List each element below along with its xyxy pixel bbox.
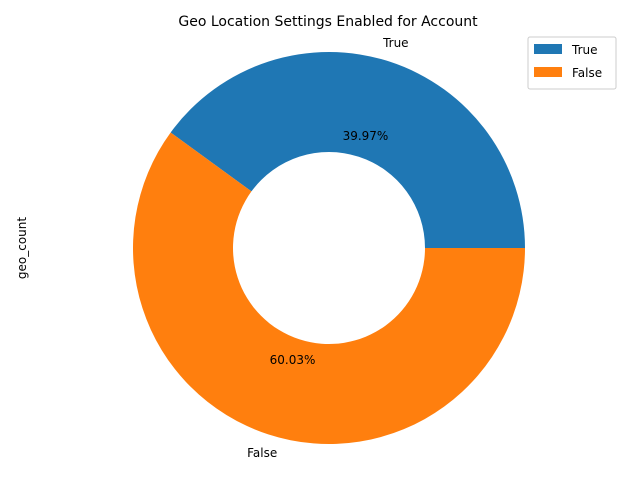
legend: True False — [527, 36, 617, 90]
legend-swatch-false — [534, 67, 562, 77]
category-label-true: True — [382, 36, 409, 50]
pie-slice-false — [133, 132, 526, 445]
chart-title: Geo Location Settings Enabled for Accoun… — [178, 14, 478, 30]
category-label-false: False — [247, 446, 277, 460]
y-axis-label: geo_count — [15, 217, 29, 279]
legend-label-true: True — [571, 43, 598, 57]
pie-slices — [133, 52, 526, 445]
legend-label-false: False — [572, 66, 602, 80]
percent-label-true: 39.97% — [343, 129, 389, 143]
pie-slice-true — [170, 52, 525, 248]
percent-label-false: 60.03% — [270, 353, 316, 367]
legend-swatch-true — [534, 44, 562, 54]
